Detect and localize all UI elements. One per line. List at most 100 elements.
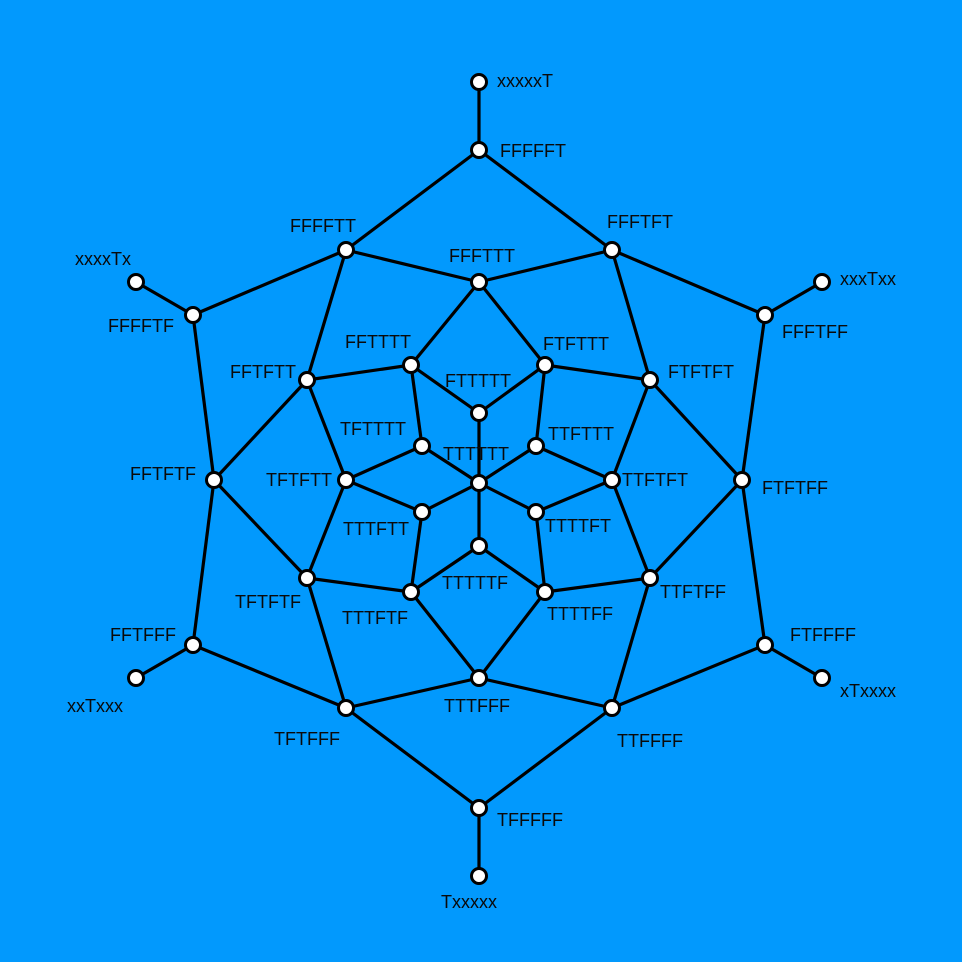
node-label-FFTTTT: FFTTTT bbox=[345, 332, 411, 352]
edge-TFTFTF-TFTFFF bbox=[305, 577, 348, 709]
node-label-xxxxTx: xxxxTx bbox=[75, 249, 131, 269]
node-label-TFFFFF: TFFFFF bbox=[497, 810, 563, 830]
edge-TTTTFT-TTTTFF bbox=[534, 511, 547, 593]
edge-TTFTTT-TTTTTT bbox=[478, 444, 537, 485]
edge-FTFFFF-xTxxxx bbox=[764, 643, 823, 680]
node-FFFTFF bbox=[756, 306, 774, 324]
edge-FFTTTT-FFTFTT bbox=[306, 363, 412, 382]
edge-FTFTFT-TTFTFT bbox=[610, 379, 652, 481]
edge-TTTTTF-TTTTFF bbox=[478, 544, 546, 594]
edge-FFTFTT-FFTFTF bbox=[212, 378, 309, 482]
node-label-FFTFTT: FFTFTT bbox=[230, 362, 296, 382]
edge-FFFTFT-FFFTFF bbox=[611, 248, 766, 317]
node-label-TTTTTF: TTTTTF bbox=[442, 573, 508, 593]
edge-FFFTFF-xxxTxx bbox=[764, 280, 823, 317]
node-label-TFTTTT: TFTTTT bbox=[340, 419, 406, 439]
edge-FTFTFF-FTFFFF bbox=[740, 479, 767, 646]
edge-FFTTTT-TFTTTT bbox=[409, 364, 424, 447]
edge-TFTFTF-TTTFTF bbox=[306, 576, 412, 594]
node-label-FFFFTF: FFFFTF bbox=[108, 316, 174, 336]
node-label-TFTFTT: TFTFTT bbox=[266, 470, 332, 490]
node-FFTFTF bbox=[205, 471, 223, 489]
node-xxxxxT bbox=[470, 73, 488, 91]
edge-TTFTFT-TTTTFT bbox=[535, 478, 613, 514]
node-TFTFTT bbox=[337, 471, 355, 489]
edge-FFTFTF-FFTFFF bbox=[191, 479, 216, 646]
edge-FFFTTT-FFTTTT bbox=[409, 280, 481, 367]
node-label-FFFFFT: FFFFFT bbox=[500, 141, 566, 161]
node-FTTTTT bbox=[470, 404, 488, 422]
node-label-TTFTFF: TTFTFF bbox=[660, 582, 726, 602]
node-FFFFFT bbox=[470, 141, 488, 159]
edge-TTTFTT-TTTFTF bbox=[409, 511, 424, 593]
node-label-FFFTFF: FFFTFF bbox=[782, 322, 848, 342]
edge-FTFFFF-TTFFFF bbox=[611, 643, 766, 710]
node-label-FTFFFF: FTFFFF bbox=[790, 625, 856, 645]
node-TTTTTT bbox=[470, 474, 488, 492]
edge-FFFTFF-FTFTFF bbox=[740, 314, 767, 481]
node-xTxxxx bbox=[813, 669, 831, 687]
edge-TTTTTF-TTTFTF bbox=[410, 544, 480, 594]
node-FTFTFF bbox=[733, 471, 751, 489]
node-label-TFTFTF: TFTFTF bbox=[235, 592, 301, 612]
node-TTFTFT bbox=[603, 471, 621, 489]
edge-FFFFTF-FFTFTF bbox=[191, 314, 216, 481]
node-FFFFTT bbox=[337, 241, 355, 259]
edge-FTFTTT-TTFTTT bbox=[534, 364, 547, 447]
node-label-xxxTxx: xxxTxx bbox=[840, 269, 896, 289]
edge-FFTFFF-TFTFFF bbox=[192, 643, 347, 710]
node-label-TTTFFF: TTTFFF bbox=[444, 696, 510, 716]
node-FFFTTT bbox=[470, 273, 488, 291]
node-TTTTTF bbox=[470, 537, 488, 555]
node-label-FFFFTT: FFFFTT bbox=[290, 216, 356, 236]
node-TTTTFF bbox=[536, 583, 554, 601]
edge-FFFFTF-xxxxTx bbox=[135, 280, 194, 317]
edge-TTFTFT-TTFTFF bbox=[610, 479, 652, 579]
node-xxTxxx bbox=[127, 669, 145, 687]
node-label-FFFTTT: FFFTTT bbox=[449, 246, 515, 266]
edge-TTFFFF-TFFFFF bbox=[478, 706, 613, 810]
edge-FFFFFT-FFFFTT bbox=[345, 148, 480, 252]
node-FFTFTT bbox=[298, 371, 316, 389]
node-label-xTxxxx: xTxxxx bbox=[840, 681, 896, 701]
node-TTTFFF bbox=[470, 669, 488, 687]
node-label-TTTFTF: TTTFTF bbox=[342, 608, 408, 628]
edge-TTFTFF-TTTTFF bbox=[544, 576, 651, 594]
node-FFTFFF bbox=[184, 636, 202, 654]
node-label-TTTTFF: TTTTFF bbox=[547, 604, 613, 624]
node-label-FTTTTT: FTTTTT bbox=[445, 371, 511, 391]
node-label-TTTFTT: TTTFTT bbox=[343, 519, 409, 539]
node-label-TFTFFF: TFTFFF bbox=[274, 729, 340, 749]
edge-FTFTTT-FTFTFT bbox=[544, 363, 651, 382]
edge-FFTTTT-FTTTTT bbox=[410, 363, 480, 415]
node-TTFTFF bbox=[641, 569, 659, 587]
node-label-TTTTFT: TTTTFT bbox=[545, 516, 611, 536]
node-FFTTTT bbox=[402, 356, 420, 374]
node-FFFTFT bbox=[603, 241, 621, 259]
node-FTFTTT bbox=[536, 356, 554, 374]
node-FFFFTF bbox=[184, 306, 202, 324]
edge-FFTFFF-xxTxxx bbox=[135, 643, 194, 680]
edge-TTFTTT-TTFTFT bbox=[535, 444, 613, 482]
node-TFFFFF bbox=[470, 799, 488, 817]
edge-TFTFFF-TFFFFF bbox=[345, 706, 480, 810]
edge-TTFTFF-TTFFFF bbox=[610, 577, 652, 709]
edge-TFTTTT-TFTFTT bbox=[345, 444, 423, 482]
node-label-TTFTFT: TTFTFT bbox=[622, 470, 688, 490]
node-TFTTTT bbox=[413, 437, 431, 455]
edge-TTTFTT-TTTTTT bbox=[421, 481, 480, 514]
edge-FFFTTT-FTFTTT bbox=[477, 281, 547, 366]
node-label-FFFTFT: FFFTFT bbox=[607, 212, 673, 232]
labels: xxxxxT FFFFFT FFFFTT FFFTFT xxxxTx FFFFTF xxxT… bbox=[67, 71, 896, 912]
edge-TFTFTT-TFTFTF bbox=[305, 479, 348, 579]
edge-FTFTTT-FTTTTT bbox=[478, 363, 546, 415]
edge-FFFFTT-FFTFTT bbox=[305, 249, 348, 381]
node-xxxxTx bbox=[127, 273, 145, 291]
edge-TTTTFF-TTTFFF bbox=[477, 591, 547, 679]
node-TTTFTF bbox=[402, 583, 420, 601]
edge-FFFFTT-FFFFTF bbox=[192, 248, 347, 317]
node-TTFTTT bbox=[527, 437, 545, 455]
nodes bbox=[127, 73, 831, 885]
edge-FFFTFT-FTFTFT bbox=[610, 249, 652, 381]
